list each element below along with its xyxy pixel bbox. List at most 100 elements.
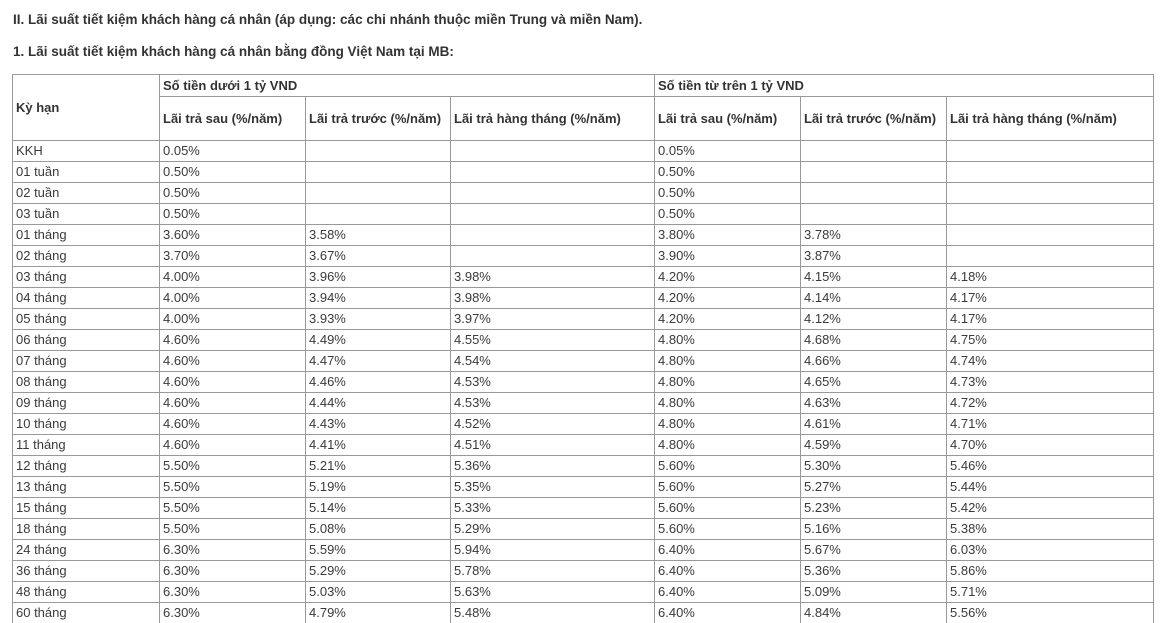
rate-cell: 0.50%: [654, 161, 801, 183]
rate-cell: 5.50%: [159, 518, 306, 540]
rate-cell: 4.72%: [945, 392, 1155, 414]
rate-cell: 5.78%: [450, 560, 655, 582]
rate-cell: 4.49%: [305, 329, 451, 351]
term-cell: 08 tháng: [12, 371, 160, 393]
rate-cell: 4.68%: [800, 329, 947, 351]
rate-cell: [945, 140, 1155, 162]
term-cell: 15 tháng: [12, 497, 160, 519]
rate-cell: 5.86%: [945, 560, 1155, 582]
rate-cell: 4.44%: [305, 392, 451, 414]
rate-cell: 4.73%: [945, 371, 1155, 393]
rate-cell: 5.03%: [305, 581, 451, 603]
rate-cell: 4.51%: [450, 434, 655, 456]
table-row: 12 tháng 5.50% 5.21% 5.36% 5.60% 5.30% 5…: [12, 455, 1155, 477]
rate-cell: 5.42%: [945, 497, 1155, 519]
table-row: 02 tháng 3.70% 3.67% 3.90% 3.87%: [12, 245, 1155, 267]
rate-cell: [305, 140, 451, 162]
rate-cell: 4.46%: [305, 371, 451, 393]
rate-cell: 4.60%: [159, 413, 306, 435]
group-header-over-1b: Số tiền từ trên 1 tỷ VND: [653, 74, 1155, 97]
rate-cell: [305, 203, 451, 225]
rate-cell: 4.54%: [450, 350, 655, 372]
rate-cell: [450, 245, 655, 267]
rate-cell: 5.23%: [800, 497, 947, 519]
rate-cell: 4.53%: [450, 371, 655, 393]
rate-cell: [450, 182, 655, 204]
table-row: 48 tháng 6.30% 5.03% 5.63% 6.40% 5.09% 5…: [12, 581, 1155, 603]
rate-cell: 5.60%: [654, 455, 801, 477]
term-cell: 10 tháng: [12, 413, 160, 435]
term-cell: 48 tháng: [12, 581, 160, 603]
rate-cell: 4.79%: [305, 602, 451, 623]
rate-cell: [800, 203, 947, 225]
rate-cell: 5.50%: [159, 455, 306, 477]
rate-cell: 4.80%: [654, 413, 801, 435]
term-cell: 05 tháng: [12, 308, 160, 330]
rate-cell: 3.93%: [305, 308, 451, 330]
table-row: 24 tháng 6.30% 5.59% 5.94% 6.40% 5.67% 6…: [12, 539, 1155, 561]
rate-cell: 5.33%: [450, 497, 655, 519]
table-header-group-row: Kỳ hạn Số tiền dưới 1 tỷ VND Số tiền từ …: [12, 74, 1155, 141]
rate-cell: 4.00%: [159, 287, 306, 309]
rate-cell: [800, 182, 947, 204]
rate-cell: 5.36%: [800, 560, 947, 582]
table-row: 08 tháng 4.60% 4.46% 4.53% 4.80% 4.65% 4…: [12, 371, 1155, 393]
rate-cell: 4.70%: [945, 434, 1155, 456]
rate-cell: [305, 182, 451, 204]
table-row: 05 tháng 4.00% 3.93% 3.97% 4.20% 4.12% 4…: [12, 308, 1155, 330]
rate-cell: 4.52%: [450, 413, 655, 435]
term-cell: 06 tháng: [12, 329, 160, 351]
rate-cell: 4.63%: [800, 392, 947, 414]
rate-cell: 5.60%: [654, 518, 801, 540]
column-header-paid-monthly-over-1b: Lãi trả hàng tháng (%/năm): [945, 96, 1155, 141]
rate-cell: 3.67%: [305, 245, 451, 267]
table-row: 18 tháng 5.50% 5.08% 5.29% 5.60% 5.16% 5…: [12, 518, 1155, 540]
table-row: 01 tháng 3.60% 3.58% 3.80% 3.78%: [12, 224, 1155, 246]
rate-cell: 5.35%: [450, 476, 655, 498]
rate-cell: 4.12%: [800, 308, 947, 330]
rate-cell: 3.58%: [305, 224, 451, 246]
rate-cell: 5.44%: [945, 476, 1155, 498]
rate-cell: 3.96%: [305, 266, 451, 288]
column-header-paid-after-under-1b: Lãi trả sau (%/năm): [159, 96, 306, 141]
rate-cell: 4.66%: [800, 350, 947, 372]
rate-cell: [450, 224, 655, 246]
table-header-sub-row: Lãi trả sau (%/năm) Lãi trả trước (%/năm…: [13, 96, 1155, 141]
rate-cell: 5.16%: [800, 518, 947, 540]
rate-cell: [450, 203, 655, 225]
term-cell: 60 tháng: [12, 602, 160, 623]
rate-cell: 4.80%: [654, 392, 801, 414]
rate-cell: 4.80%: [654, 350, 801, 372]
rate-cell: 4.14%: [800, 287, 947, 309]
table-row: 13 tháng 5.50% 5.19% 5.35% 5.60% 5.27% 5…: [12, 476, 1155, 498]
rate-cell: 3.78%: [800, 224, 947, 246]
term-cell: 03 tháng: [12, 266, 160, 288]
rate-cell: 4.60%: [159, 350, 306, 372]
rate-cell: 3.70%: [159, 245, 306, 267]
table-row: 03 tháng 4.00% 3.96% 3.98% 4.20% 4.15% 4…: [12, 266, 1155, 288]
rate-cell: 3.98%: [450, 287, 655, 309]
rate-cell: [945, 203, 1155, 225]
rate-cell: [450, 161, 655, 183]
rate-cell: 5.14%: [305, 497, 451, 519]
rate-cell: 0.50%: [159, 203, 306, 225]
rate-cell: 3.80%: [654, 224, 801, 246]
rate-cell: 5.60%: [654, 497, 801, 519]
rate-cell: 3.98%: [450, 266, 655, 288]
rate-cell: 4.53%: [450, 392, 655, 414]
rate-cell: 5.09%: [800, 581, 947, 603]
rate-cell: 4.17%: [945, 308, 1155, 330]
rate-cell: 5.56%: [945, 602, 1155, 623]
rate-cell: 5.38%: [945, 518, 1155, 540]
table-row: 03 tuần 0.50% 0.50%: [12, 203, 1155, 225]
rate-cell: 5.27%: [800, 476, 947, 498]
term-cell: 07 tháng: [12, 350, 160, 372]
rate-cell: 5.29%: [450, 518, 655, 540]
section-heading-region: II. Lãi suất tiết kiệm khách hàng cá nhâ…: [13, 12, 643, 27]
table-row: 60 tháng 6.30% 4.79% 5.48% 6.40% 4.84% 5…: [12, 602, 1155, 623]
rate-cell: 4.17%: [945, 287, 1155, 309]
rate-cell: 4.59%: [800, 434, 947, 456]
term-cell: 02 tháng: [12, 245, 160, 267]
rate-cell: 5.46%: [945, 455, 1155, 477]
rate-cell: 0.05%: [654, 140, 801, 162]
